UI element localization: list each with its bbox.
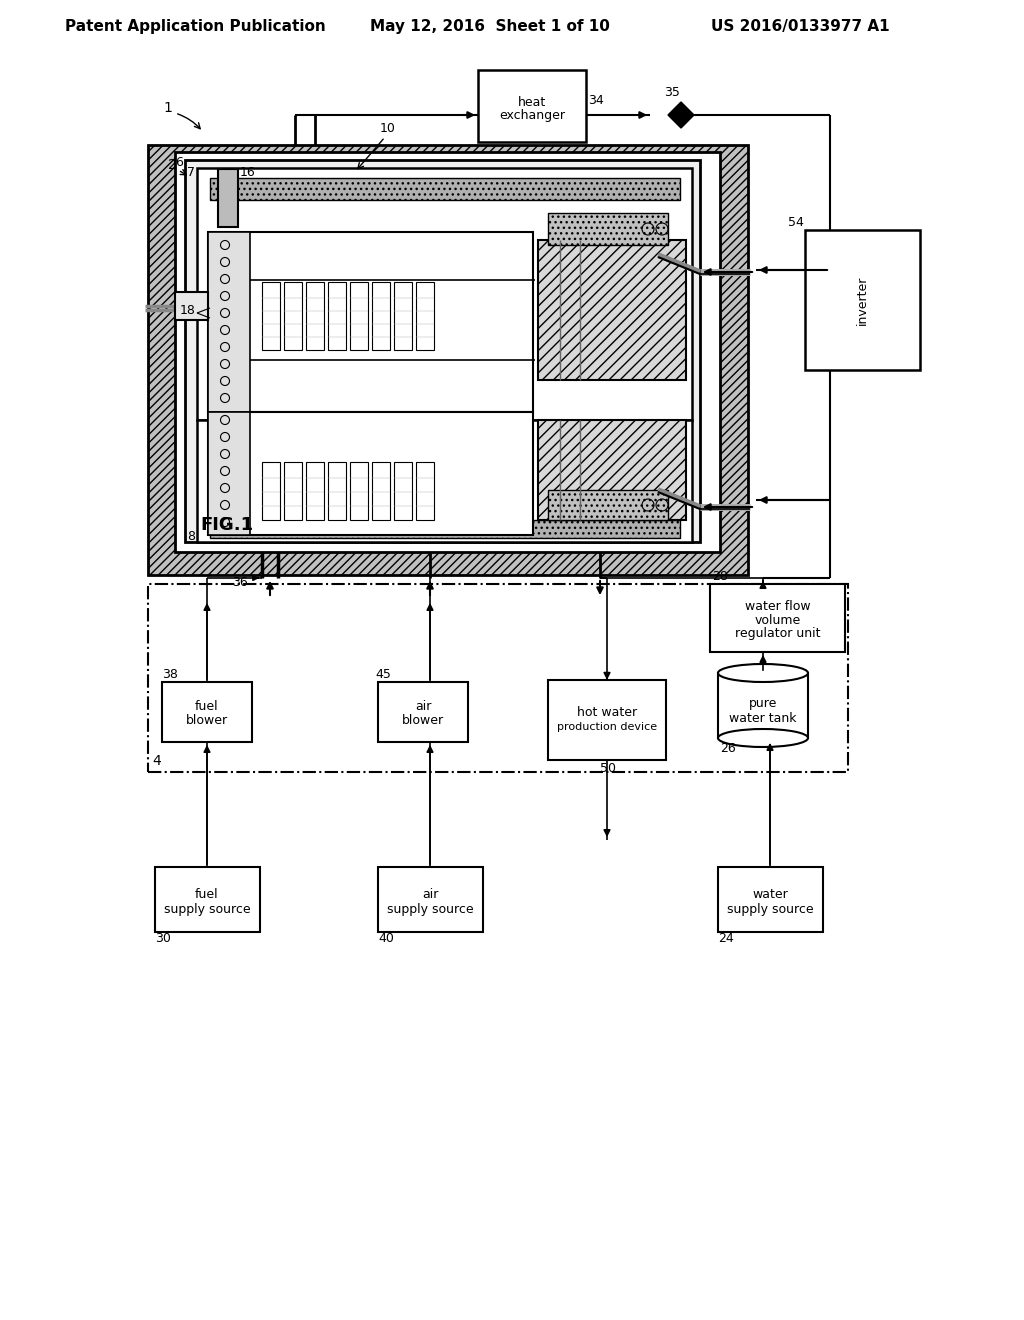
Bar [208,232,534,412]
Text: supply source: supply source [727,903,813,916]
Bar [718,673,808,738]
Text: inverter: inverter [855,276,868,325]
Bar [210,520,680,539]
Text: blower: blower [186,714,228,726]
Text: air: air [415,700,431,713]
Text: 18: 18 [180,304,196,317]
Bar [378,682,468,742]
Bar [548,680,666,760]
Bar [378,867,483,932]
Text: water flow: water flow [745,599,811,612]
Bar [208,412,250,535]
Text: 7: 7 [187,165,195,178]
Text: water tank: water tank [729,711,797,725]
Bar [372,462,390,520]
Bar [284,282,302,350]
Bar [350,462,368,520]
Text: 6: 6 [175,156,183,169]
Text: 54: 54 [788,216,804,230]
Bar [306,282,324,350]
Text: fuel: fuel [196,888,219,902]
Bar [548,490,668,520]
Polygon shape [668,102,694,128]
Text: supply source: supply source [387,903,473,916]
Text: 24: 24 [718,932,734,945]
Text: production device: production device [557,722,657,733]
Ellipse shape [718,729,808,747]
Text: 30: 30 [155,932,171,945]
Bar [175,292,208,319]
Text: water: water [752,888,787,902]
Text: 50: 50 [600,762,616,775]
Text: 8: 8 [187,531,195,544]
Text: hot water: hot water [577,705,637,718]
Text: air: air [422,888,438,902]
Bar [328,282,346,350]
Bar [208,232,250,412]
Bar [394,462,412,520]
Text: volume: volume [755,614,801,627]
Bar [328,462,346,520]
Bar [262,282,280,350]
Bar [218,169,238,227]
Bar [197,420,692,543]
Bar [710,583,845,652]
Bar [718,867,823,932]
Bar [175,152,720,552]
Bar [262,462,280,520]
Text: fuel: fuel [196,700,219,713]
Text: FIG.1: FIG.1 [200,516,253,535]
Text: 16: 16 [240,165,256,178]
Bar [538,420,686,520]
Text: heat: heat [518,95,546,108]
Bar [478,70,586,143]
Text: exchanger: exchanger [499,108,565,121]
Text: 2: 2 [168,158,176,172]
Text: 4: 4 [152,754,161,768]
Bar [538,240,686,380]
Text: regulator unit: regulator unit [735,627,821,640]
Bar [185,160,700,543]
Text: May 12, 2016  Sheet 1 of 10: May 12, 2016 Sheet 1 of 10 [370,20,610,34]
Bar [394,282,412,350]
Bar [306,462,324,520]
Text: supply source: supply source [164,903,250,916]
Bar [350,282,368,350]
Text: 26: 26 [720,742,736,755]
Text: 45: 45 [375,668,391,681]
Bar [416,282,434,350]
Text: 1: 1 [164,102,172,115]
Bar [372,282,390,350]
Text: 35: 35 [664,86,680,99]
Bar [208,412,534,535]
Bar [548,213,668,246]
Bar [805,230,920,370]
Bar [148,145,748,576]
Bar [162,682,252,742]
Ellipse shape [718,664,808,682]
Text: 10: 10 [380,121,396,135]
Text: Patent Application Publication: Patent Application Publication [65,20,326,34]
Text: 34: 34 [588,94,604,107]
Bar [197,168,692,420]
Text: 38: 38 [162,668,178,681]
Text: 28: 28 [712,569,728,582]
Bar [148,583,848,772]
Text: blower: blower [402,714,444,726]
Text: pure: pure [749,697,777,710]
Bar [416,462,434,520]
Bar [210,178,680,201]
Text: US 2016/0133977 A1: US 2016/0133977 A1 [711,20,889,34]
Bar [284,462,302,520]
Text: 40: 40 [378,932,394,945]
Bar [155,867,260,932]
Text: 36: 36 [232,576,248,589]
